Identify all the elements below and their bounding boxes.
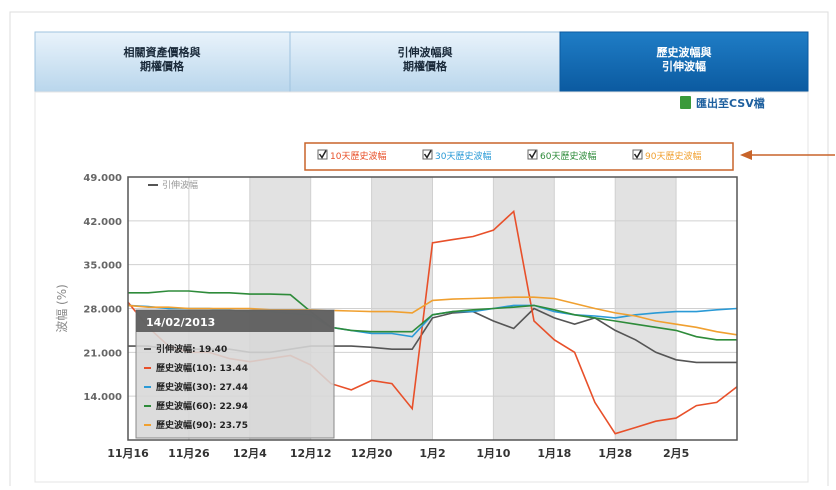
x-tick-label: 1月2 [419,447,445,460]
x-tick-label: 2月5 [663,447,689,460]
tab-label: 期權價格 [403,59,448,73]
checkbox-label[interactable]: 10天歷史波幅 [330,150,386,162]
y-tick-label: 49.000 [83,173,122,184]
y-tick-label: 28.000 [83,305,122,316]
tooltip-line: 歷史波幅(60): 22.94 [156,400,248,412]
chart: 14.000 21.000 28.000 35.000 42.000 49.000 11月1… [54,173,738,460]
x-tick-label: 11月16 [107,447,149,460]
tab-label: 引伸波幅與 [398,45,453,59]
x-tick-label: 11月26 [168,447,210,460]
checkbox[interactable] [527,149,538,160]
x-tick-label: 1月18 [537,447,571,460]
x-tick-label: 1月28 [598,447,632,460]
checkmark [318,150,327,159]
y-tick-label: 35.000 [83,261,122,272]
legend-label: 引伸波幅 [162,179,198,191]
y-tick-label: 21.000 [83,348,122,359]
tab[interactable] [34,31,291,93]
tab-label: 期權價格 [140,59,185,73]
plot-frame [127,176,738,441]
tab-label: 相關資產價格與 [124,45,201,59]
arrow-head [740,150,752,160]
tooltip-line: 歷史波幅(10): 13.44 [156,362,248,374]
tab-active[interactable] [559,31,809,93]
series-line [127,296,738,336]
checkbox-label[interactable]: 90天歷史波幅 [645,150,701,162]
tab-bar: 相關資產價格與 期權價格 引伸波幅與 期權價格 歷史波幅與 引伸波幅 [34,31,809,93]
tooltip-line: 歷史波幅(90): 23.75 [156,419,248,431]
checkmark [528,150,537,159]
highlight-box [304,142,734,171]
y-tick-label: 42.000 [83,217,122,228]
checkbox-label[interactable]: 60天歷史波幅 [540,150,596,162]
checkbox-label[interactable]: 30天歷史波幅 [435,150,491,162]
checkbox[interactable] [632,149,643,160]
x-tick-label: 1月10 [476,447,510,460]
tooltip-title: 14/02/2013 [146,316,215,329]
x-tick-label: 12月20 [351,447,393,460]
checkmark [633,150,642,159]
tooltip-line: 歷史波幅(30): 27.44 [156,381,248,393]
series-line [128,290,737,341]
export-link[interactable]: 匯出至CSV檔 [680,96,765,110]
csv-icon [680,96,691,109]
tooltip-header [136,310,334,332]
x-tick-label: 12月4 [233,447,267,460]
content-frame [34,91,809,483]
tooltip-line: 引伸波幅: 19.40 [156,343,227,355]
tab-label: 引伸波幅 [662,59,706,73]
checkbox[interactable] [422,149,433,160]
checkmark [423,150,432,159]
y-tick-label: 14.000 [83,392,122,403]
checkbox-row: 10天歷史波幅 30天歷史波幅 60天歷史波幅 90天歷史波幅 [317,149,701,162]
tab-label: 歷史波幅與 [657,45,712,59]
y-axis-label: 波幅 (%) [54,284,69,333]
checkbox[interactable] [317,149,328,160]
export-label[interactable]: 匯出至CSV檔 [696,96,765,110]
x-tick-label: 12月12 [290,447,332,460]
